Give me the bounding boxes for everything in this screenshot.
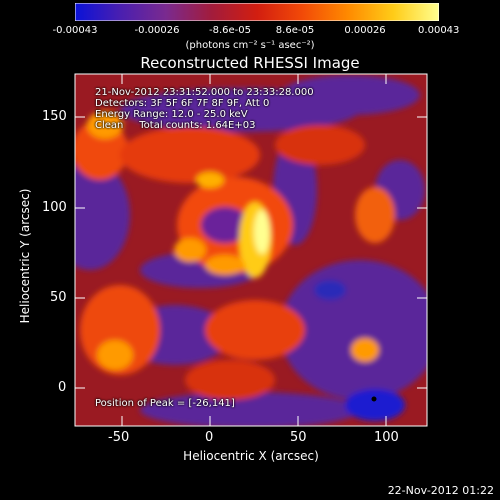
x-tick-label: 50 (290, 430, 307, 445)
peak-marker (371, 396, 377, 402)
axis-ticks (75, 74, 427, 426)
y-axis-label: Heliocentric Y (arcsec) (18, 188, 32, 324)
colorbar-tick-label: 8.6e-05 (275, 25, 315, 36)
image-title: Reconstructed RHESSI Image (140, 54, 360, 72)
annotation-energy-range: Energy Range: 12.0 - 25.0 keV (95, 109, 248, 120)
colorbar (75, 3, 439, 21)
y-tick-label: 100 (42, 200, 67, 215)
annotation-detectors: Detectors: 3F 5F 6F 7F 8F 9F, Att 0 (95, 98, 270, 109)
annotation-time-range: 21-Nov-2012 23:31:52.000 to 23:33:28.000 (95, 87, 314, 98)
x-tick-label: 0 (205, 430, 214, 445)
x-tick-label: 100 (374, 430, 399, 445)
colorbar-tick-label: 0.00043 (418, 25, 460, 36)
colorbar-tick-label: -0.00043 (52, 25, 98, 36)
y-tick-label: 50 (50, 290, 67, 305)
timestamp-footer: 22-Nov-2012 01:22 (387, 484, 494, 497)
rhessi-image (75, 74, 427, 426)
x-tick-label: -50 (108, 430, 130, 445)
colorbar-tick-label: 0.00026 (344, 25, 386, 36)
colorbar-tick-label: -8.6e-05 (209, 25, 251, 36)
annotation-peak-position: Position of Peak = [-26,141] (95, 398, 235, 409)
colorbar-tick-label: -0.00026 (134, 25, 180, 36)
y-tick-label: 0 (58, 380, 67, 395)
x-axis-label: Heliocentric X (arcsec) (183, 449, 319, 463)
annotation-clean: Clean Total counts: 1.64E+03 (95, 120, 256, 131)
colorbar-unit-label: (photons cm⁻² s⁻¹ asec⁻²) (185, 40, 315, 51)
plot-frame (74, 73, 428, 427)
y-tick-label: 150 (42, 109, 67, 124)
